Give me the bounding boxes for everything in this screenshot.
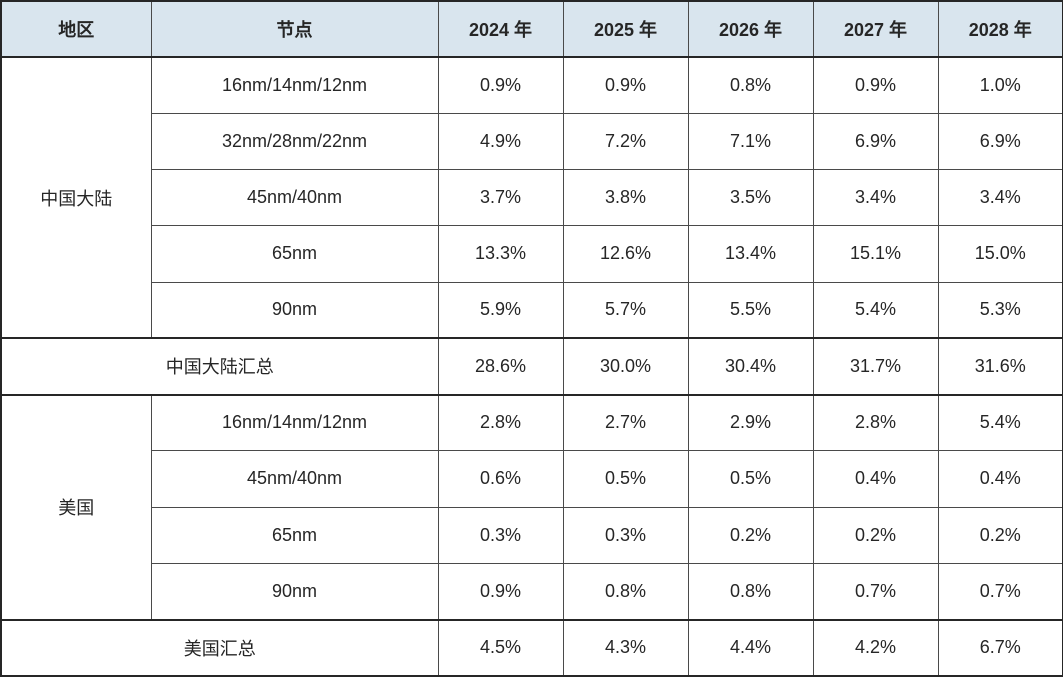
value-cell: 2.8% <box>437 394 564 452</box>
value-cell: 15.0% <box>937 225 1063 283</box>
table-row: 90nm 5.9% 5.7% 5.5% 5.4% 5.3% <box>1 281 1063 339</box>
value-cell: 0.7% <box>812 562 939 621</box>
summary-value-cell: 6.7% <box>937 618 1063 677</box>
value-cell: 0.8% <box>687 56 814 114</box>
table-row: 美国 16nm/14nm/12nm 2.8% 2.7% 2.9% 2.8% 5.… <box>0 394 1063 621</box>
value-cell: 0.9% <box>812 56 939 114</box>
value-cell: 2.9% <box>687 394 814 452</box>
value-cell: 3.8% <box>562 169 689 227</box>
value-cell: 2.7% <box>562 394 689 452</box>
value-cell: 13.3% <box>437 225 564 283</box>
summary-label-cell: 美国汇总 <box>0 618 439 677</box>
table-row: 中国大陆 16nm/14nm/12nm 0.9% 0.9% 0.8% 0.9% … <box>0 56 1063 339</box>
value-cell: 5.4% <box>937 394 1063 452</box>
summary-value-cell: 30.0% <box>562 337 689 396</box>
value-cell: 1.0% <box>937 56 1063 114</box>
node-cell: 65nm <box>150 225 439 283</box>
table-row: 65nm 0.3% 0.3% 0.2% 0.2% 0.2% <box>1 506 1063 564</box>
node-cell: 16nm/14nm/12nm <box>150 56 439 114</box>
node-cell: 90nm <box>150 562 439 621</box>
value-cell: 0.2% <box>937 506 1063 564</box>
value-cell: 0.8% <box>687 562 814 621</box>
value-cell: 7.1% <box>687 112 814 171</box>
value-cell: 0.5% <box>687 450 814 508</box>
region-cell-usa: 美国 <box>0 394 152 621</box>
summary-value-cell: 28.6% <box>437 337 564 396</box>
summary-value-cell: 4.2% <box>812 618 939 677</box>
value-cell: 0.2% <box>687 506 814 564</box>
node-cell: 32nm/28nm/22nm <box>150 112 439 171</box>
node-cell: 16nm/14nm/12nm <box>150 394 439 452</box>
value-cell: 5.4% <box>812 281 939 339</box>
value-cell: 5.3% <box>937 281 1063 339</box>
year-header-cell-2025: 2025 年 <box>562 0 689 58</box>
value-cell: 0.5% <box>562 450 689 508</box>
table-row: 32nm/28nm/22nm 4.9% 7.2% 7.1% 6.9% 6.9% <box>1 112 1063 171</box>
table-row: 45nm/40nm 0.6% 0.5% 0.5% 0.4% 0.4% <box>1 450 1063 508</box>
value-cell: 0.9% <box>562 56 689 114</box>
value-cell: 5.7% <box>562 281 689 339</box>
table-row: 90nm 0.9% 0.8% 0.8% 0.7% 0.7% <box>1 562 1063 621</box>
header-row: 地区 节点 2024 年 2025 年 2026 年 2027 年 2028 年 <box>0 0 1063 58</box>
value-cell: 0.4% <box>812 450 939 508</box>
value-cell: 0.8% <box>562 562 689 621</box>
year-header-cell-2024: 2024 年 <box>437 0 564 58</box>
value-cell: 6.9% <box>812 112 939 171</box>
node-cell: 65nm <box>150 506 439 564</box>
summary-value-cell: 30.4% <box>687 337 814 396</box>
node-cell: 90nm <box>150 281 439 339</box>
value-cell: 12.6% <box>562 225 689 283</box>
value-cell: 0.4% <box>937 450 1063 508</box>
summary-value-cell: 4.5% <box>437 618 564 677</box>
value-cell: 3.5% <box>687 169 814 227</box>
value-cell: 0.6% <box>437 450 564 508</box>
summary-value-cell: 31.7% <box>812 337 939 396</box>
node-cell: 45nm/40nm <box>150 169 439 227</box>
table-row: 65nm 13.3% 12.6% 13.4% 15.1% 15.0% <box>1 225 1063 283</box>
value-cell: 3.4% <box>812 169 939 227</box>
summary-label-cell: 中国大陆汇总 <box>0 337 439 396</box>
value-cell: 0.9% <box>437 562 564 621</box>
value-cell: 15.1% <box>812 225 939 283</box>
value-cell: 4.9% <box>437 112 564 171</box>
value-cell: 0.3% <box>562 506 689 564</box>
summary-value-cell: 4.3% <box>562 618 689 677</box>
summary-value-cell: 31.6% <box>937 337 1063 396</box>
year-header-cell-2026: 2026 年 <box>687 0 814 58</box>
value-cell: 2.8% <box>812 394 939 452</box>
region-cell-china: 中国大陆 <box>0 56 152 339</box>
value-cell: 5.5% <box>687 281 814 339</box>
year-header-cell-2027: 2027 年 <box>812 0 939 58</box>
value-cell: 0.9% <box>437 56 564 114</box>
value-cell: 0.7% <box>937 562 1063 621</box>
value-cell: 3.7% <box>437 169 564 227</box>
node-cell: 45nm/40nm <box>150 450 439 508</box>
value-cell: 7.2% <box>562 112 689 171</box>
value-cell: 6.9% <box>937 112 1063 171</box>
value-cell: 5.9% <box>437 281 564 339</box>
summary-row-usa: 美国汇总 4.5% 4.3% 4.4% 4.2% 6.7% <box>0 618 1063 677</box>
summary-row-china: 中国大陆汇总 28.6% 30.0% 30.4% 31.7% 31.6% <box>0 337 1063 396</box>
node-header-cell: 节点 <box>150 0 439 58</box>
value-cell: 0.2% <box>812 506 939 564</box>
summary-value-cell: 4.4% <box>687 618 814 677</box>
table-row: 45nm/40nm 3.7% 3.8% 3.5% 3.4% 3.4% <box>1 169 1063 227</box>
region-header-cell: 地区 <box>0 0 152 58</box>
value-cell: 0.3% <box>437 506 564 564</box>
value-cell: 3.4% <box>937 169 1063 227</box>
value-cell: 13.4% <box>687 225 814 283</box>
year-header-cell-2028: 2028 年 <box>937 0 1063 58</box>
